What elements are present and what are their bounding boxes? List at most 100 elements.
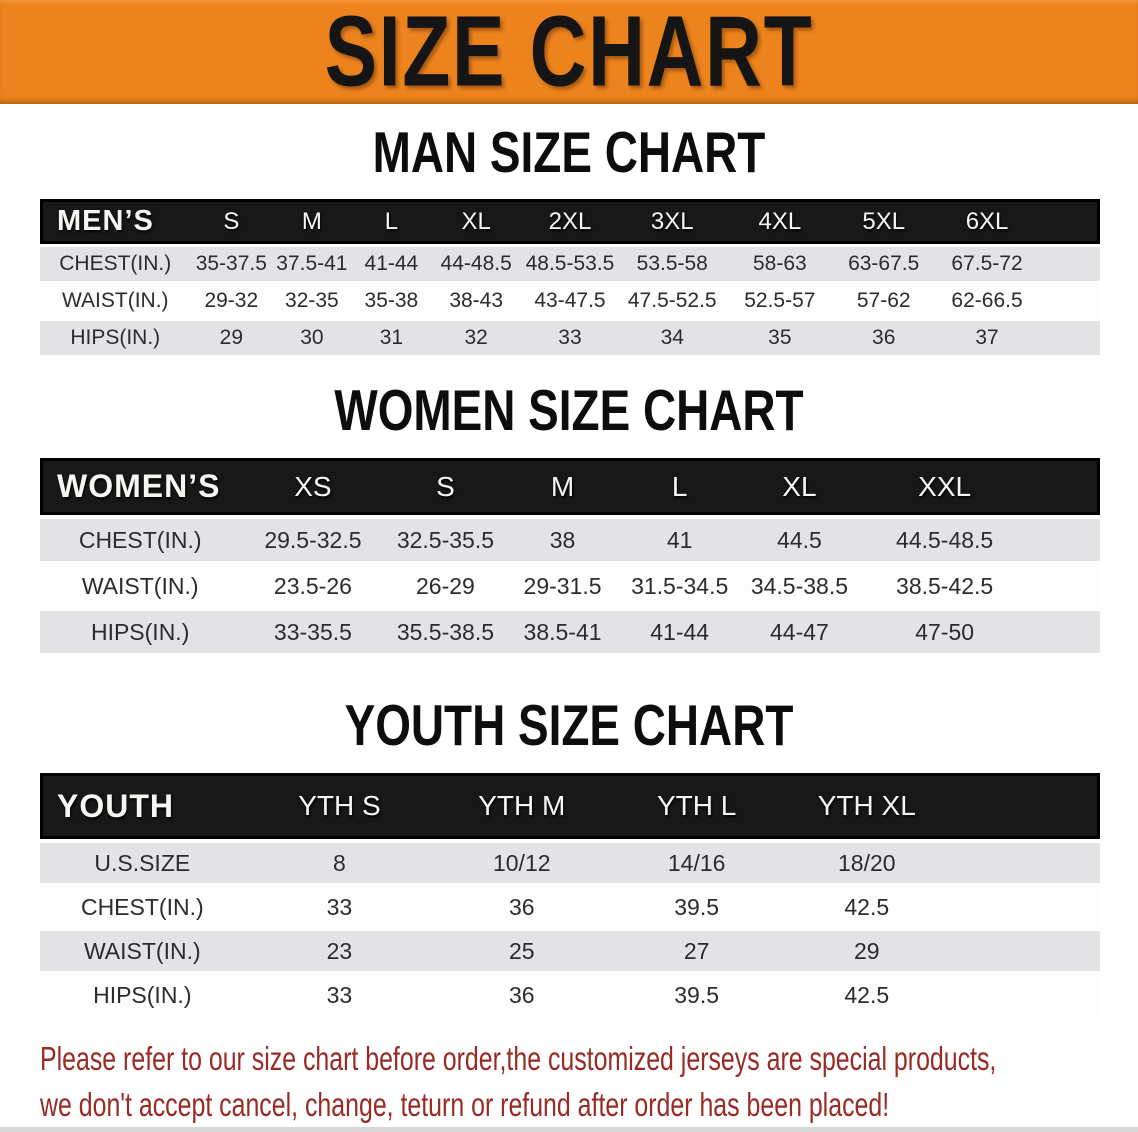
size-column-header: YTH L — [609, 773, 785, 839]
size-column-header: XS — [240, 458, 386, 515]
size-value-cell: 39.5 — [609, 887, 785, 927]
size-value-cell: 38.5-42.5 — [859, 565, 1030, 607]
size-value-cell: 39.5 — [609, 975, 785, 1015]
size-value-cell: 57-62 — [833, 284, 934, 318]
men-section-heading: MAN SIZE CHART — [372, 121, 766, 185]
size-value-cell: 23 — [244, 931, 435, 971]
size-column-header: XL — [431, 199, 522, 244]
size-value-cell: 53.5-58 — [618, 247, 726, 281]
measurement-row: CHEST(IN.) 29.5-32.5 32.5-35.5 38 41 44.5 44.5… — [40, 519, 1100, 561]
size-value-cell: 27 — [609, 931, 785, 971]
section-men: MAN SIZE CHART MEN’S S M L XL 2XL 3XL 4XL 5XL 6XL… — [0, 121, 1138, 358]
size-column-header: 6XL — [933, 199, 1041, 244]
size-value-cell: 35-37.5 — [190, 247, 273, 281]
banner: SIZE CHART — [0, 0, 1138, 104]
size-value-cell: 34.5-38.5 — [739, 565, 860, 607]
measurement-row: U.S.SIZE 8 10/12 14/16 18/20 — [40, 843, 1100, 883]
filler-cell — [949, 887, 1100, 927]
size-column-header: L — [351, 199, 432, 244]
page-title: SIZE CHART — [324, 0, 814, 108]
size-value-cell: 43-47.5 — [521, 284, 619, 318]
size-value-cell: 36 — [434, 975, 610, 1015]
youth-size-table: YOUTH YTH S YTH M YTH L YTH XL U.S.SIZE 8 10/12… — [40, 769, 1100, 1019]
measurement-row: CHEST(IN.) 33 36 39.5 42.5 — [40, 887, 1100, 927]
size-header-row: WOMEN’S XS S M L XL XXL — [40, 458, 1100, 515]
size-value-cell: 36 — [833, 321, 934, 355]
size-value-cell: 36 — [434, 887, 610, 927]
size-value-cell: 29.5-32.5 — [240, 519, 386, 561]
size-value-cell: 26-29 — [385, 565, 506, 607]
size-value-cell: 37.5-41 — [272, 247, 352, 281]
size-value-cell: 52.5-57 — [725, 284, 834, 318]
size-value-cell: 25 — [434, 931, 610, 971]
size-value-cell: 44.5-48.5 — [859, 519, 1030, 561]
size-value-cell: 18/20 — [784, 843, 950, 883]
men-size-table: MEN’S S M L XL 2XL 3XL 4XL 5XL 6XL CHEST(IN.) 35-37… — [40, 196, 1100, 358]
size-column-header: S — [190, 199, 273, 244]
filler-cell — [1029, 458, 1100, 515]
size-value-cell: 29-31.5 — [505, 565, 620, 607]
youth-section-heading: YOUTH SIZE CHART — [344, 694, 794, 758]
size-value-cell: 58-63 — [725, 247, 834, 281]
size-column-header: M — [505, 458, 620, 515]
measurement-label: WAIST(IN.) — [40, 931, 245, 971]
filler-cell — [949, 975, 1100, 1015]
measurement-row: CHEST(IN.) 35-37.5 37.5-41 41-44 44-48.5 48.5… — [40, 247, 1100, 281]
bottom-edge-divider — [0, 1127, 1138, 1132]
size-value-cell: 33 — [244, 887, 435, 927]
size-value-cell: 62-66.5 — [933, 284, 1041, 318]
size-column-header: 4XL — [725, 199, 834, 244]
measurement-row: HIPS(IN.) 33 36 39.5 42.5 — [40, 975, 1100, 1015]
measurement-label: WAIST(IN.) — [40, 284, 191, 318]
size-column-header: 5XL — [833, 199, 934, 244]
size-value-cell: 34 — [618, 321, 726, 355]
filler-cell — [1040, 321, 1100, 355]
size-value-cell: 44.5 — [739, 519, 860, 561]
filler-cell — [1040, 284, 1100, 318]
size-value-cell: 42.5 — [784, 975, 950, 1015]
measurement-row: WAIST(IN.) 23 25 27 29 — [40, 931, 1100, 971]
size-column-header: L — [619, 458, 740, 515]
table-title-cell: MEN’S — [40, 199, 191, 244]
disclaimer-line-1: Please refer to our size chart before or… — [40, 1040, 997, 1078]
size-value-cell: 14/16 — [609, 843, 785, 883]
size-value-cell: 33 — [244, 975, 435, 1015]
size-value-cell: 41 — [619, 519, 740, 561]
size-value-cell: 35 — [725, 321, 834, 355]
size-value-cell: 35.5-38.5 — [385, 611, 506, 653]
filler-cell — [1040, 247, 1100, 281]
filler-cell — [1029, 565, 1100, 607]
size-value-cell: 31.5-34.5 — [619, 565, 740, 607]
measurement-label: WAIST(IN.) — [40, 565, 241, 607]
size-column-header: XL — [739, 458, 860, 515]
size-value-cell: 32 — [431, 321, 522, 355]
size-column-header: XXL — [859, 458, 1030, 515]
size-value-cell: 44-48.5 — [431, 247, 522, 281]
size-value-cell: 31 — [351, 321, 432, 355]
size-header-row: YOUTH YTH S YTH M YTH L YTH XL — [40, 773, 1100, 839]
filler-cell — [949, 773, 1100, 839]
size-value-cell: 47.5-52.5 — [618, 284, 726, 318]
measurement-row: WAIST(IN.) 29-32 32-35 35-38 38-43 43-47.5 47.… — [40, 284, 1100, 318]
measurement-label: CHEST(IN.) — [40, 887, 245, 927]
size-value-cell: 38.5-41 — [505, 611, 620, 653]
measurement-row: HIPS(IN.) 33-35.5 35.5-38.5 38.5-41 41-44 44-… — [40, 611, 1100, 653]
table-title-cell: WOMEN’S — [40, 458, 241, 515]
size-column-header: 2XL — [521, 199, 619, 244]
filler-cell — [949, 931, 1100, 971]
section-women: WOMEN SIZE CHART WOMEN’S XS S M L XL XXL CHEST(… — [0, 379, 1138, 657]
size-value-cell: 29 — [190, 321, 273, 355]
size-value-cell: 67.5-72 — [933, 247, 1041, 281]
size-value-cell: 41-44 — [619, 611, 740, 653]
size-value-cell: 41-44 — [351, 247, 432, 281]
size-value-cell: 32.5-35.5 — [385, 519, 506, 561]
size-value-cell: 10/12 — [434, 843, 610, 883]
measurement-label: HIPS(IN.) — [40, 321, 191, 355]
size-value-cell: 63-67.5 — [833, 247, 934, 281]
table-title-cell: YOUTH — [40, 773, 245, 839]
size-column-header: 3XL — [618, 199, 726, 244]
women-section-heading: WOMEN SIZE CHART — [334, 379, 804, 443]
women-size-table: WOMEN’S XS S M L XL XXL CHEST(IN.) 29.5-32.5 32.5… — [40, 454, 1100, 657]
size-value-cell: 44-47 — [739, 611, 860, 653]
